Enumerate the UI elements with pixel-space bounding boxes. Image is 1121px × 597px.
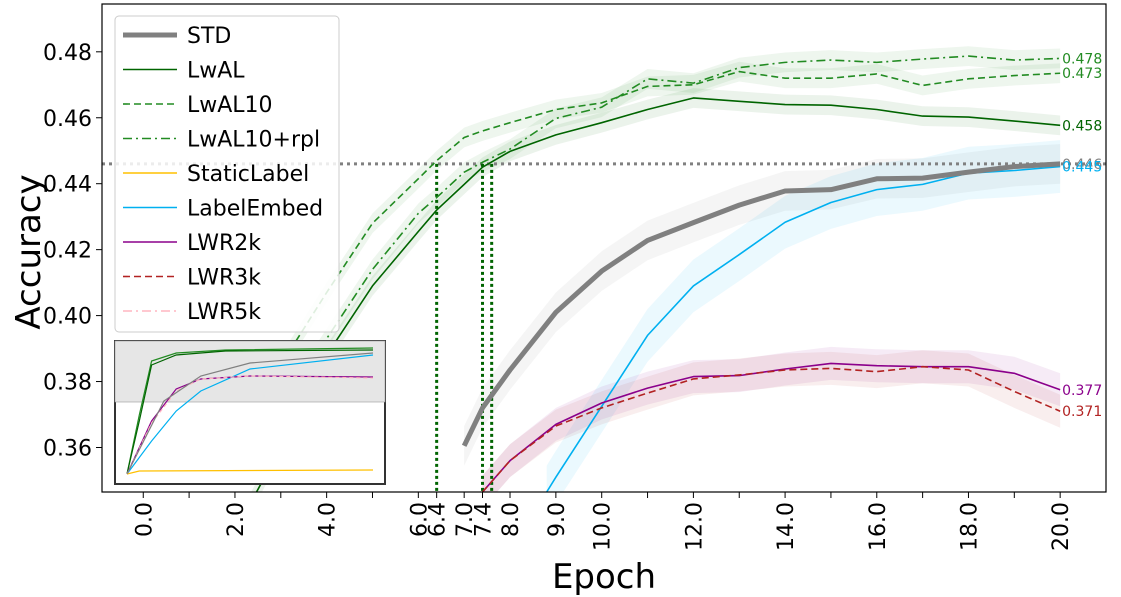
x-axis-title: Epoch (552, 557, 656, 597)
band-lwal (251, 88, 1061, 492)
x-tick-label: 12.0 (682, 502, 707, 551)
x-tick-label: 14.0 (774, 502, 799, 551)
x-tick-label: 7.0 (453, 502, 478, 537)
y-tick-label: 0.38 (43, 371, 92, 396)
series-lines (234, 55, 1061, 492)
y-tick-label: 0.36 (43, 436, 92, 461)
y-tick-label: 0.44 (43, 173, 92, 198)
end-label-lwal10-rpl: 0.478 (1062, 51, 1102, 67)
y-tick-label: 0.48 (43, 41, 92, 66)
band-std (464, 144, 1061, 466)
inset-curve-labelembed (126, 354, 374, 475)
inset-curve-std (126, 352, 374, 475)
legend-label-lwal: LwAL (187, 59, 245, 84)
y-tick-label: 0.46 (43, 107, 92, 132)
inset-curve-lwal10 (126, 347, 374, 475)
x-tick-label: 20.0 (1049, 502, 1074, 551)
y-axis-title: Accuracy (9, 174, 49, 329)
inset-curve-lwal (126, 349, 374, 475)
legend-label-std: STD (187, 24, 231, 49)
x-tick-label: 6.0 (407, 502, 432, 537)
x-tick-label: 0.0 (132, 502, 157, 537)
legend-box (114, 15, 340, 333)
x-tick-label: 18.0 (957, 502, 982, 551)
legend-label-lwr2k: LWR2k (187, 231, 261, 256)
legend-label-lwr3k: LWR3k (187, 266, 261, 291)
x-tick-label: 9.0 (545, 502, 570, 537)
end-label-lwr3k: 0.371 (1062, 404, 1102, 420)
legend-label-staticlabel: StaticLabel (187, 162, 309, 187)
x-tick-label: 2.0 (224, 502, 249, 537)
series-line-lwal10 (234, 70, 1061, 434)
x-tick-label: 16.0 (866, 502, 891, 551)
plot-border (101, 3, 1107, 493)
series-line-lwr3k (481, 365, 1061, 492)
end-label-lwal10: 0.473 (1062, 66, 1102, 82)
inset-overview (114, 340, 386, 485)
series-line-lwal10-rpl (234, 55, 1061, 475)
legend: STD LwAL LwAL10 LwAL10+rpl StaticLabel LabelE… (114, 15, 340, 333)
end-label-std: 0.446 (1062, 157, 1102, 173)
legend-label-lwal10-rpl: LwAL10+rpl (187, 128, 320, 153)
end-label-lwr2k: 0.377 (1062, 383, 1102, 399)
axis-ticks: 0.36 0.38 0.40 0.42 0.44 0.46 0.48 0.0 2.0 4.0 6.0… (43, 41, 1074, 551)
end-label-labelembed: 0.445 (1062, 160, 1102, 176)
x-tick-label: 4.0 (316, 502, 341, 537)
x-tick-label: 7.4 (472, 502, 497, 537)
band-lwr3k (482, 350, 1061, 492)
band-labelembed (546, 140, 1061, 492)
series-line-std (461, 161, 1061, 447)
x-tick-label: 8.0 (499, 502, 524, 537)
end-label-lwal: 0.458 (1062, 118, 1102, 134)
series-line-lwal (255, 97, 1061, 492)
legend-label-labelembed: LabelEmbed (187, 197, 323, 222)
legend-label-lwr5k: LWR5k (187, 300, 261, 325)
reference-lines (102, 162, 1106, 492)
band-lwr2k (482, 346, 1061, 492)
y-tick-label: 0.40 (43, 305, 92, 330)
inset-curve-staticlabel (126, 469, 374, 475)
y-tick-label: 0.42 (43, 239, 92, 264)
legend-label-lwal10: LwAL10 (187, 93, 273, 118)
x-tick-label: 6.4 (426, 502, 451, 537)
x-tick-label: 10.0 (591, 502, 616, 551)
plot-frame (101, 3, 1107, 493)
